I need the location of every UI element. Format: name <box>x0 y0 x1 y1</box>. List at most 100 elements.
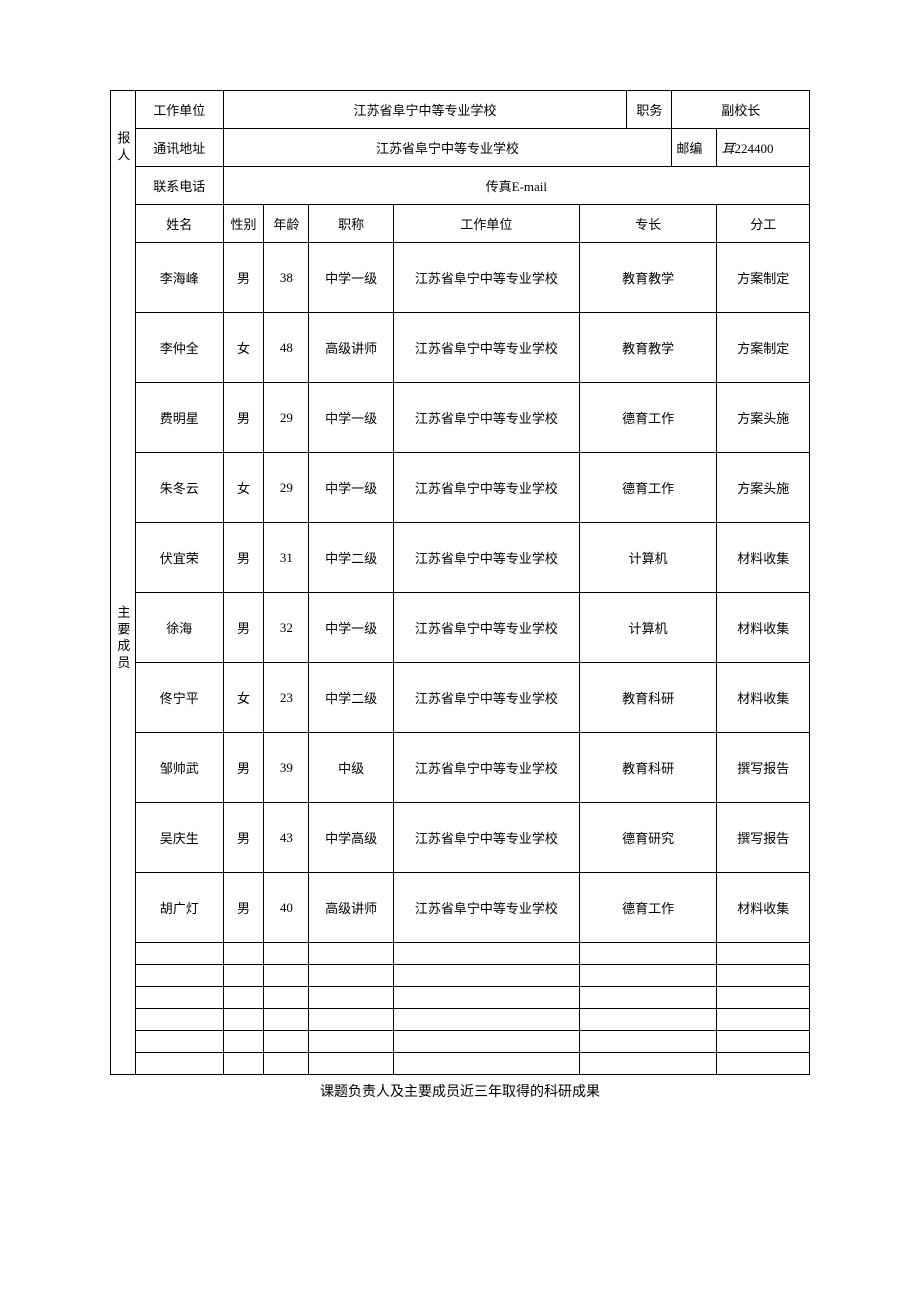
table-row <box>111 1053 810 1075</box>
col-title: 职称 <box>309 205 394 243</box>
table-row: 徐海 男 32 中学一级 江苏省阜宁中等专业学校 计算机 材料收集 <box>111 593 810 663</box>
label-phone: 联系电话 <box>135 167 223 205</box>
member-role: 撰写报告 <box>717 733 810 803</box>
member-spec: 德育研究 <box>579 803 717 873</box>
col-age: 年龄 <box>264 205 309 243</box>
member-age: 39 <box>264 733 309 803</box>
member-role: 材料收集 <box>717 873 810 943</box>
member-name: 胡广灯 <box>135 873 223 943</box>
member-name: 朱冬云 <box>135 453 223 523</box>
member-title: 中学一级 <box>309 593 394 663</box>
member-title: 中学一级 <box>309 383 394 453</box>
member-unit: 江苏省阜宁中等专业学校 <box>393 243 579 313</box>
label-position: 职务 <box>627 91 672 129</box>
member-title: 中学一级 <box>309 453 394 523</box>
member-age: 31 <box>264 523 309 593</box>
member-age: 32 <box>264 593 309 663</box>
postal-value: 耳224400 <box>717 129 810 167</box>
member-role: 方案制定 <box>717 243 810 313</box>
member-unit: 江苏省阜宁中等专业学校 <box>393 873 579 943</box>
member-sex: 男 <box>223 733 264 803</box>
col-name: 姓名 <box>135 205 223 243</box>
member-age: 23 <box>264 663 309 733</box>
table-row <box>111 987 810 1009</box>
footer-caption: 课题负责人及主要成员近三年取得的科研成果 <box>110 1075 810 1107</box>
mail-address-value: 江苏省阜宁中等专业学校 <box>223 129 672 167</box>
member-age: 38 <box>264 243 309 313</box>
member-name: 李仲全 <box>135 313 223 383</box>
work-unit-value: 江苏省阜宁中等专业学校 <box>223 91 627 129</box>
member-unit: 江苏省阜宁中等专业学校 <box>393 663 579 733</box>
table-row: 胡广灯 男 40 高级讲师 江苏省阜宁中等专业学校 德育工作 材料收集 <box>111 873 810 943</box>
member-sex: 男 <box>223 383 264 453</box>
member-title: 中级 <box>309 733 394 803</box>
table-row: 李仲全 女 48 高级讲师 江苏省阜宁中等专业学校 教育教学 方案制定 <box>111 313 810 383</box>
members-side-label: 主要成员 <box>111 205 136 1075</box>
form-table: 报人 工作单位 江苏省阜宁中等专业学校 职务 副校长 通讯地址 江苏省阜宁中等专… <box>110 90 810 1075</box>
position-value: 副校长 <box>672 91 810 129</box>
table-row <box>111 1009 810 1031</box>
col-role: 分工 <box>717 205 810 243</box>
col-spec: 专长 <box>579 205 717 243</box>
applicant-side-label: 报人 <box>111 91 136 205</box>
fax-email-cell: 传真E-mail <box>223 167 809 205</box>
member-sex: 男 <box>223 523 264 593</box>
table-row <box>111 943 810 965</box>
member-role: 方案头施 <box>717 383 810 453</box>
member-sex: 男 <box>223 873 264 943</box>
member-sex: 男 <box>223 243 264 313</box>
member-role: 材料收集 <box>717 523 810 593</box>
member-role: 材料收集 <box>717 593 810 663</box>
member-title: 中学高级 <box>309 803 394 873</box>
member-spec: 德育工作 <box>579 873 717 943</box>
member-name: 徐海 <box>135 593 223 663</box>
member-title: 高级讲师 <box>309 873 394 943</box>
member-unit: 江苏省阜宁中等专业学校 <box>393 733 579 803</box>
member-title: 中学一级 <box>309 243 394 313</box>
member-name: 伏宜荣 <box>135 523 223 593</box>
member-sex: 男 <box>223 593 264 663</box>
table-row: 李海峰 男 38 中学一级 江苏省阜宁中等专业学校 教育教学 方案制定 <box>111 243 810 313</box>
member-age: 48 <box>264 313 309 383</box>
member-unit: 江苏省阜宁中等专业学校 <box>393 313 579 383</box>
table-row <box>111 965 810 987</box>
member-title: 中学二级 <box>309 663 394 733</box>
member-role: 方案制定 <box>717 313 810 383</box>
member-role: 撰写报告 <box>717 803 810 873</box>
member-unit: 江苏省阜宁中等专业学校 <box>393 593 579 663</box>
member-sex: 男 <box>223 803 264 873</box>
member-unit: 江苏省阜宁中等专业学校 <box>393 523 579 593</box>
member-age: 29 <box>264 453 309 523</box>
member-unit: 江苏省阜宁中等专业学校 <box>393 383 579 453</box>
member-unit: 江苏省阜宁中等专业学校 <box>393 453 579 523</box>
member-role: 材料收集 <box>717 663 810 733</box>
member-spec: 德育工作 <box>579 383 717 453</box>
member-age: 29 <box>264 383 309 453</box>
member-spec: 教育教学 <box>579 313 717 383</box>
member-title: 高级讲师 <box>309 313 394 383</box>
member-name: 李海峰 <box>135 243 223 313</box>
member-unit: 江苏省阜宁中等专业学校 <box>393 803 579 873</box>
member-spec: 教育科研 <box>579 663 717 733</box>
member-name: 邹帅武 <box>135 733 223 803</box>
label-work-unit: 工作单位 <box>135 91 223 129</box>
table-row <box>111 1031 810 1053</box>
member-title: 中学二级 <box>309 523 394 593</box>
member-sex: 女 <box>223 453 264 523</box>
member-sex: 女 <box>223 313 264 383</box>
member-role: 方案头施 <box>717 453 810 523</box>
member-name: 费明星 <box>135 383 223 453</box>
member-spec: 计算机 <box>579 593 717 663</box>
table-row: 朱冬云 女 29 中学一级 江苏省阜宁中等专业学校 德育工作 方案头施 <box>111 453 810 523</box>
member-name: 吴庆生 <box>135 803 223 873</box>
member-sex: 女 <box>223 663 264 733</box>
member-name: 佟宁平 <box>135 663 223 733</box>
col-sex: 性别 <box>223 205 264 243</box>
member-age: 43 <box>264 803 309 873</box>
member-spec: 教育科研 <box>579 733 717 803</box>
table-row: 伏宜荣 男 31 中学二级 江苏省阜宁中等专业学校 计算机 材料收集 <box>111 523 810 593</box>
member-spec: 计算机 <box>579 523 717 593</box>
table-row: 邹帅武 男 39 中级 江苏省阜宁中等专业学校 教育科研 撰写报告 <box>111 733 810 803</box>
table-row: 吴庆生 男 43 中学高级 江苏省阜宁中等专业学校 德育研究 撰写报告 <box>111 803 810 873</box>
member-spec: 教育教学 <box>579 243 717 313</box>
